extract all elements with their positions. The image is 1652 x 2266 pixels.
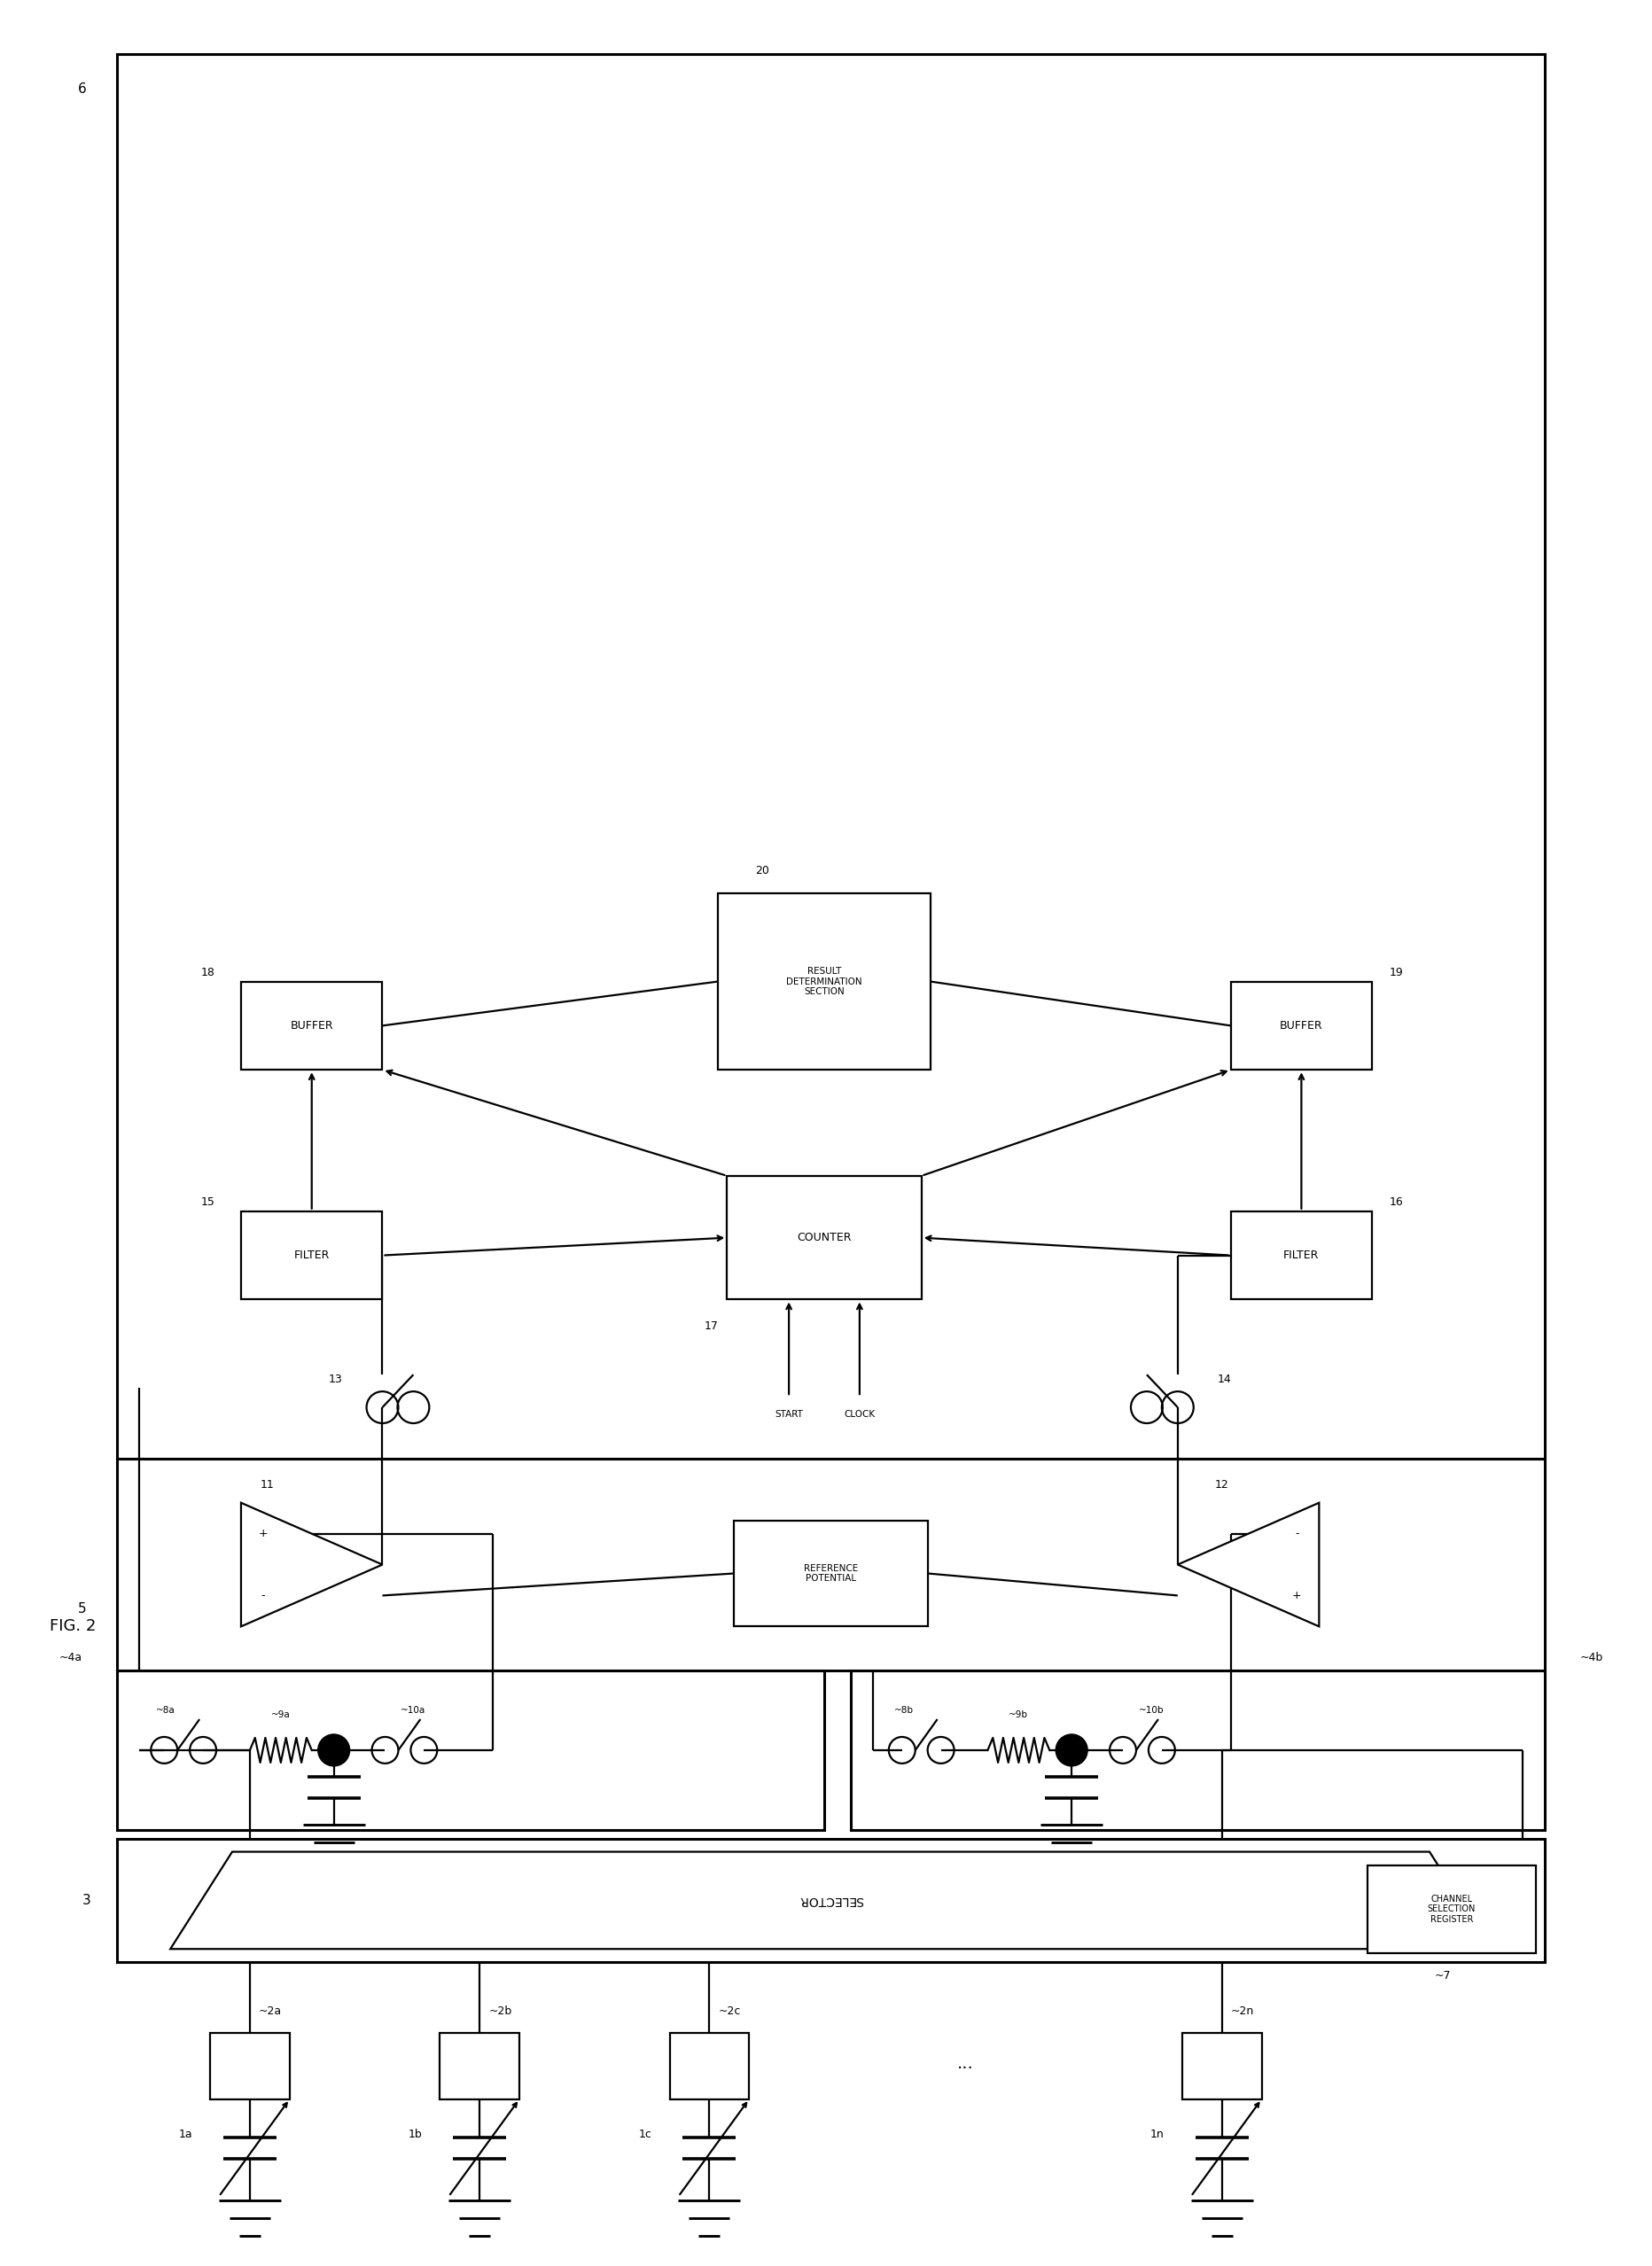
Text: ~2a: ~2a [259, 2005, 282, 2017]
Text: START: START [775, 1409, 803, 1419]
Text: ~10a: ~10a [401, 1706, 426, 1715]
Bar [1181, 2033, 1260, 2098]
Text: ~8a: ~8a [157, 1706, 175, 1715]
Text: 15: 15 [200, 1196, 215, 1208]
Bar [851, 1670, 1543, 1829]
Text: FILTER: FILTER [294, 1249, 329, 1262]
Bar [241, 981, 382, 1070]
Text: 6: 6 [78, 82, 86, 95]
Text: ~2b: ~2b [489, 2005, 512, 2017]
Text: -: - [1294, 1527, 1298, 1539]
Text: ~4b: ~4b [1579, 1652, 1602, 1663]
Text: FIG. 2: FIG. 2 [50, 1618, 96, 1634]
Text: ~8b: ~8b [894, 1706, 914, 1715]
Circle shape [317, 1733, 350, 1765]
Text: COUNTER: COUNTER [796, 1233, 851, 1244]
Text: SELECTOR: SELECTOR [798, 1894, 862, 1906]
Text: ~9a: ~9a [271, 1711, 291, 1720]
Bar [719, 893, 930, 1070]
Text: CLOCK: CLOCK [844, 1409, 874, 1419]
Text: BUFFER: BUFFER [291, 1020, 334, 1031]
Text: -: - [261, 1591, 264, 1602]
Text: 1b: 1b [408, 2128, 421, 2141]
Text: 20: 20 [755, 866, 768, 877]
Text: 12: 12 [1214, 1480, 1227, 1491]
Circle shape [1056, 1733, 1087, 1765]
Text: 1c: 1c [638, 2128, 651, 2141]
Polygon shape [170, 1851, 1490, 1949]
Bar [117, 1670, 824, 1829]
Text: REFERENCE
POTENTIAL: REFERENCE POTENTIAL [803, 1564, 857, 1584]
Bar [117, 54, 1543, 1459]
Text: 5: 5 [78, 1602, 86, 1616]
Text: 13: 13 [329, 1373, 342, 1385]
Text: ~7: ~7 [1434, 1969, 1450, 1980]
Bar [210, 2033, 289, 2098]
Text: ~10b: ~10b [1138, 1706, 1163, 1715]
Bar [439, 2033, 519, 2098]
Bar [117, 1459, 1543, 1670]
Bar [733, 1520, 927, 1627]
Text: 17: 17 [704, 1321, 719, 1332]
Text: 3: 3 [83, 1894, 91, 1908]
Text: ...: ... [957, 2055, 973, 2071]
Bar [1231, 981, 1371, 1070]
Text: ~2c: ~2c [719, 2005, 740, 2017]
Text: 1n: 1n [1150, 2128, 1163, 2141]
Text: ~9b: ~9b [1008, 1711, 1028, 1720]
Bar [669, 2033, 748, 2098]
Text: FILTER: FILTER [1284, 1249, 1318, 1262]
Polygon shape [1178, 1502, 1318, 1627]
Text: ~4a: ~4a [59, 1652, 83, 1663]
Text: 11: 11 [261, 1480, 274, 1491]
Text: +: + [258, 1527, 268, 1539]
Text: CHANNEL
SELECTION
REGISTER: CHANNEL SELECTION REGISTER [1427, 1894, 1475, 1924]
Bar [1231, 1212, 1371, 1298]
Bar [241, 1212, 382, 1298]
Text: 18: 18 [200, 968, 215, 979]
Text: +: + [1292, 1591, 1302, 1602]
Text: 1a: 1a [178, 2128, 192, 2141]
Text: ~2n: ~2n [1231, 2005, 1254, 2017]
Bar [117, 1838, 1543, 1962]
Bar [727, 1176, 920, 1298]
Text: 14: 14 [1218, 1373, 1231, 1385]
Polygon shape [241, 1502, 382, 1627]
Text: 19: 19 [1389, 968, 1403, 979]
Text: RESULT
DETERMINATION
SECTION: RESULT DETERMINATION SECTION [786, 968, 862, 997]
Text: 16: 16 [1389, 1196, 1403, 1208]
Bar [1366, 1865, 1535, 1953]
Text: BUFFER: BUFFER [1279, 1020, 1322, 1031]
